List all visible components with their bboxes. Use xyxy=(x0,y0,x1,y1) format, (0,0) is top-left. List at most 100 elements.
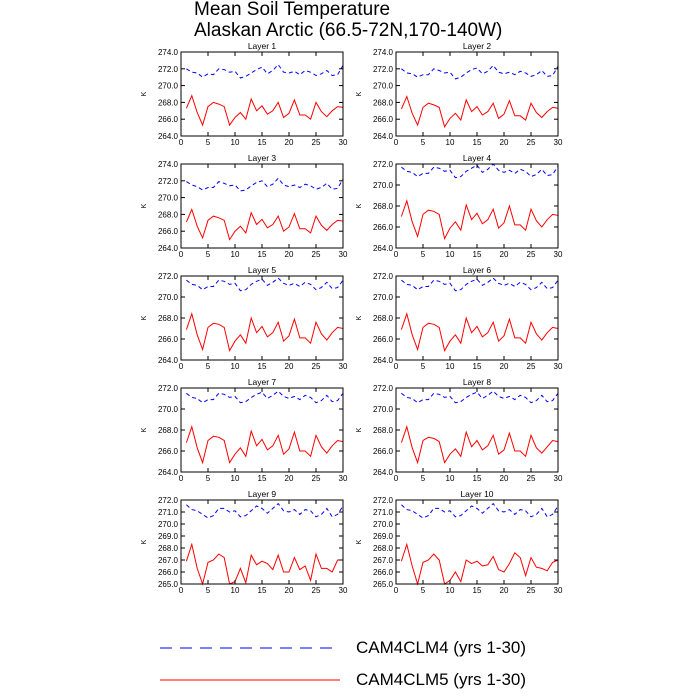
y-tick-label: 264.0 xyxy=(158,244,179,253)
x-tick-label: 10 xyxy=(446,138,455,147)
legend-label-cam4clm4: CAM4CLM4 (yrs 1-30) xyxy=(356,638,527,657)
x-tick-label: 10 xyxy=(231,138,240,147)
panel-layer-4: Layer 4 K 0 5 10 15 20 25 30 264.0 266.0 268.0 270.0… xyxy=(356,153,563,259)
x-tick-label: 5 xyxy=(421,250,426,259)
y-tick-label: 266.0 xyxy=(158,568,179,577)
x-tick-label: 15 xyxy=(473,138,482,147)
x-tick-label: 0 xyxy=(394,362,399,371)
figure-title: Mean Soil Temperature xyxy=(194,0,391,20)
legend-swatch-solid xyxy=(160,679,340,681)
x-tick-label: 5 xyxy=(206,362,211,371)
y-axis-label: K xyxy=(356,91,363,96)
x-tick-label: 0 xyxy=(179,138,184,147)
legend-label-cam4clm5: CAM4CLM5 (yrs 1-30) xyxy=(356,670,527,689)
x-tick-label: 30 xyxy=(339,586,348,595)
panel-title: Layer 3 xyxy=(248,153,277,163)
y-tick-label: 271.0 xyxy=(158,508,179,517)
series-cam4clm5-line xyxy=(400,542,559,586)
panel-layer-9: Layer 9 K 0 5 10 15 20 25 30 265.0 266.0 267.0 268.0… xyxy=(141,489,348,595)
y-tick-label: 268.0 xyxy=(373,544,394,553)
y-tick-label: 272.0 xyxy=(373,272,394,281)
x-tick-label: 30 xyxy=(554,138,563,147)
y-tick-label: 266.0 xyxy=(158,115,179,124)
panel-title: Layer 5 xyxy=(248,265,277,275)
series-cam4clm5-line xyxy=(400,95,559,129)
y-tick-label: 271.0 xyxy=(373,508,394,517)
y-axis-label: K xyxy=(141,91,148,96)
x-tick-label: 5 xyxy=(206,138,211,147)
x-tick-label: 30 xyxy=(339,362,348,371)
x-tick-label: 0 xyxy=(179,362,184,371)
legend-swatch-dashed xyxy=(160,647,340,649)
x-tick-label: 15 xyxy=(258,250,267,259)
y-tick-label: 267.0 xyxy=(158,556,179,565)
y-axis-label: K xyxy=(356,427,363,432)
figure-title-block: Mean Soil Temperature Alaskan Arctic (66… xyxy=(194,0,502,41)
x-tick-label: 15 xyxy=(473,586,482,595)
y-tick-label: 274.0 xyxy=(373,48,394,57)
y-tick-label: 270.0 xyxy=(158,293,179,302)
x-tick-label: 20 xyxy=(500,250,509,259)
panel-layer-6: Layer 6 K 0 5 10 15 20 25 30 264.0 266.0 268.0 270.0… xyxy=(356,265,563,371)
y-tick-label: 264.0 xyxy=(373,132,394,141)
x-tick-label: 5 xyxy=(206,586,211,595)
x-tick-label: 5 xyxy=(206,250,211,259)
x-tick-label: 20 xyxy=(500,474,509,483)
x-tick-label: 30 xyxy=(554,474,563,483)
y-tick-label: 266.0 xyxy=(373,568,394,577)
y-axis-label: K xyxy=(141,315,148,320)
y-tick-label: 272.0 xyxy=(373,496,394,505)
x-tick-label: 25 xyxy=(527,250,536,259)
x-tick-label: 0 xyxy=(179,586,184,595)
y-axis-label: K xyxy=(141,203,148,208)
plot-frame xyxy=(395,51,559,137)
x-tick-label: 5 xyxy=(421,362,426,371)
x-tick-label: 30 xyxy=(339,138,348,147)
x-tick-label: 15 xyxy=(473,362,482,371)
y-tick-label: 272.0 xyxy=(158,496,179,505)
y-tick-label: 272.0 xyxy=(373,65,394,74)
series-cam4clm5-line xyxy=(185,207,344,241)
y-axis-label: K xyxy=(356,203,363,208)
legend-item-cam4clm4: CAM4CLM4 (yrs 1-30) xyxy=(160,636,680,666)
y-tick-label: 266.0 xyxy=(373,335,394,344)
panel-title: Layer 7 xyxy=(248,377,277,387)
y-tick-label: 266.0 xyxy=(373,223,394,232)
x-tick-label: 25 xyxy=(312,586,321,595)
y-tick-label: 268.0 xyxy=(158,314,179,323)
x-tick-label: 10 xyxy=(446,474,455,483)
series-cam4clm4-line xyxy=(186,63,344,79)
y-tick-label: 272.0 xyxy=(158,272,179,281)
x-tick-label: 0 xyxy=(179,474,184,483)
y-axis-label: K xyxy=(141,539,148,544)
y-tick-label: 264.0 xyxy=(373,356,394,365)
series-cam4clm4-line xyxy=(401,390,559,404)
y-tick-label: 268.0 xyxy=(158,210,179,219)
panel-layer-10: Layer 10 K 0 5 10 15 20 25 30 265.0 266.0 267.0 268.… xyxy=(356,489,563,595)
x-tick-label: 10 xyxy=(231,362,240,371)
series-cam4clm4-line xyxy=(186,277,344,292)
panel-layer-3: Layer 3 K 0 5 10 15 20 25 30 264.0 266.0 268.0 270.0… xyxy=(141,153,348,259)
y-tick-label: 272.0 xyxy=(158,177,179,186)
series-cam4clm5-line xyxy=(185,425,344,465)
x-tick-label: 10 xyxy=(446,586,455,595)
panel-layer-5: Layer 5 K 0 5 10 15 20 25 30 264.0 266.0 268.0 270.0… xyxy=(141,265,348,371)
x-tick-label: 30 xyxy=(554,250,563,259)
y-tick-label: 272.0 xyxy=(373,384,394,393)
panel-layer-8: Layer 8 K 0 5 10 15 20 25 30 264.0 266.0 268.0 270.0… xyxy=(356,377,563,483)
y-tick-label: 270.0 xyxy=(158,405,179,414)
y-tick-label: 270.0 xyxy=(373,293,394,302)
x-tick-label: 25 xyxy=(527,474,536,483)
panel-title: Layer 8 xyxy=(463,377,492,387)
x-tick-label: 30 xyxy=(554,362,563,371)
x-tick-label: 30 xyxy=(339,250,348,259)
y-tick-label: 270.0 xyxy=(158,520,179,529)
series-cam4clm4-line xyxy=(186,177,344,192)
y-tick-label: 272.0 xyxy=(373,160,394,169)
x-tick-label: 10 xyxy=(231,586,240,595)
x-tick-label: 10 xyxy=(231,474,240,483)
series-cam4clm5-line xyxy=(185,542,343,586)
series-cam4clm4-line xyxy=(401,163,559,179)
x-tick-label: 0 xyxy=(394,250,399,259)
y-tick-label: 274.0 xyxy=(158,160,179,169)
